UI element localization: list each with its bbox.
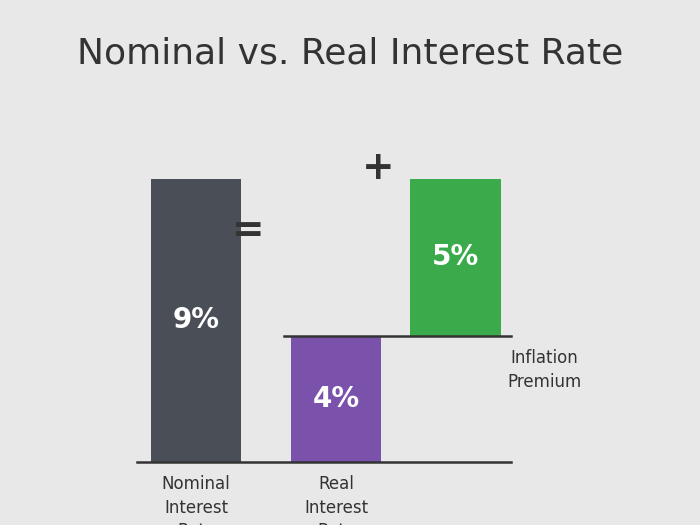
Text: Real
Interest
Rate: Real Interest Rate	[304, 475, 368, 525]
FancyBboxPatch shape	[150, 178, 242, 462]
FancyBboxPatch shape	[410, 178, 500, 336]
Text: Nominal
Interest
Rate: Nominal Interest Rate	[162, 475, 230, 525]
Text: Nominal vs. Real Interest Rate: Nominal vs. Real Interest Rate	[77, 37, 623, 71]
Text: 5%: 5%	[431, 243, 479, 271]
FancyBboxPatch shape	[290, 336, 382, 462]
Text: Inflation
Premium: Inflation Premium	[508, 349, 582, 391]
Text: +: +	[362, 149, 394, 187]
Text: 4%: 4%	[312, 385, 360, 413]
Text: =: =	[232, 212, 265, 250]
Text: 9%: 9%	[172, 306, 220, 334]
